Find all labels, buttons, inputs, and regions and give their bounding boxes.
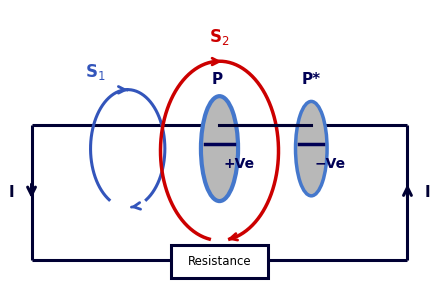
Ellipse shape bbox=[201, 96, 237, 201]
Text: −Ve: −Ve bbox=[314, 157, 345, 171]
Ellipse shape bbox=[295, 101, 326, 196]
Text: P*: P* bbox=[301, 73, 320, 88]
Text: Resistance: Resistance bbox=[187, 255, 251, 268]
Text: +Ve: +Ve bbox=[223, 157, 254, 171]
FancyBboxPatch shape bbox=[171, 245, 267, 278]
Text: S$_1$: S$_1$ bbox=[85, 62, 105, 82]
Text: S$_2$: S$_2$ bbox=[209, 27, 229, 47]
Text: I: I bbox=[9, 185, 14, 200]
Text: I: I bbox=[424, 185, 429, 200]
Text: P: P bbox=[211, 73, 223, 88]
